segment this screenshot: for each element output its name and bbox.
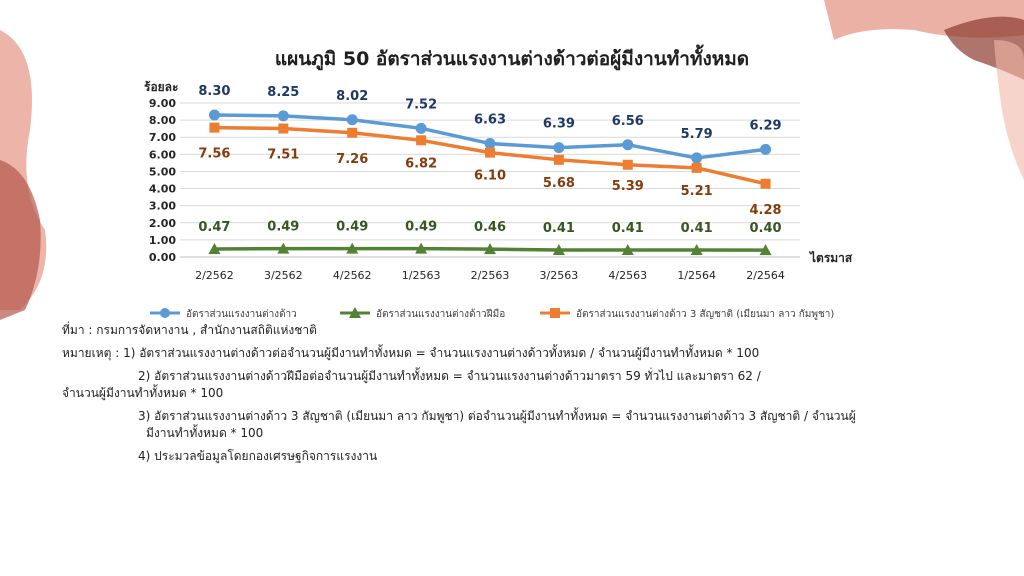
data-label: 0.46 <box>474 220 506 235</box>
data-label: 7.56 <box>198 147 230 162</box>
data-label: 6.10 <box>474 169 506 184</box>
data-point-triangle <box>690 243 703 255</box>
data-point-triangle <box>208 242 221 254</box>
y-tick-label: 5.00 <box>149 165 176 178</box>
note-2: 2) อัตราส่วนแรงงานต่างด้าวฝีมือต่อจำนวนผ… <box>138 369 761 383</box>
y-tick-label: 7.00 <box>149 131 176 144</box>
data-point-square <box>209 122 220 133</box>
data-point-circle <box>691 152 703 164</box>
data-label: 5.68 <box>543 176 575 191</box>
data-point-triangle <box>552 243 565 255</box>
data-point-square <box>622 159 633 170</box>
data-point-triangle <box>346 242 359 254</box>
line-chart: 0.00 1.00 2.00 3.00 4.00 5.00 6.00 7.00 8.00 9.00… <box>144 80 853 320</box>
x-axis-label: ไตรมาส <box>808 250 853 265</box>
x-tick-label: 1/2563 <box>402 269 441 282</box>
data-label: 8.02 <box>336 89 368 104</box>
legend-label: อัตราส่วนแรงงานต่างด้าว 3 สัญชาติ (เมียน… <box>576 308 834 320</box>
data-label: 0.49 <box>267 220 299 235</box>
data-label: 5.21 <box>681 184 713 199</box>
data-point-triangle <box>621 243 634 255</box>
data-point-triangle <box>759 244 772 256</box>
data-point-triangle <box>415 242 428 254</box>
x-tick-label: 3/2562 <box>264 269 303 282</box>
data-point-circle <box>622 139 634 151</box>
legend-marker <box>550 308 560 318</box>
note-4: 4) ประมวลข้อมูลโดยกองเศรษฐกิจการแรงงาน <box>138 449 378 463</box>
chart-title: แผนภูมิ 50 อัตราส่วนแรงงานต่างด้าวต่อผู้… <box>274 48 750 70</box>
data-label: 5.79 <box>681 127 713 142</box>
data-point-circle <box>553 142 565 154</box>
legend-marker <box>160 308 170 318</box>
data-label: 0.47 <box>198 220 230 235</box>
data-label: 5.39 <box>612 179 644 194</box>
data-label: 7.52 <box>405 97 437 112</box>
note-2-continued: จำนวนผู้มีงานทำทั้งหมด * 100 <box>62 386 224 400</box>
x-tick-label: 4/2562 <box>333 269 372 282</box>
y-tick-label: 6.00 <box>149 148 176 161</box>
data-label: 6.63 <box>474 113 506 128</box>
data-label: 8.30 <box>198 84 230 99</box>
legend-marker <box>349 307 361 318</box>
note-3-continued: มีงานทำทั้งหมด * 100 <box>146 426 264 440</box>
data-point-square <box>485 147 495 158</box>
legend-label: อัตราส่วนแรงงานต่างด้าว <box>186 308 297 320</box>
data-point-circle <box>277 110 289 122</box>
x-tick-label: 2/2563 <box>471 269 510 282</box>
data-label: 0.41 <box>612 221 644 236</box>
data-point-triangle <box>484 243 496 255</box>
y-tick-label: 1.00 <box>149 234 176 247</box>
legend-label: อัตราส่วนแรงงานต่างด้าวฝีมือ <box>376 308 505 320</box>
data-point-circle <box>208 109 220 121</box>
source-note: ที่มา : กรมการจัดหางาน , สำนักงานสถิติแห… <box>62 323 317 337</box>
data-label: 6.56 <box>612 114 644 129</box>
data-point-circle <box>484 138 496 150</box>
data-point-square <box>760 178 771 189</box>
data-label: 4.28 <box>750 203 782 218</box>
y-tick-label: 0.00 <box>149 251 176 264</box>
data-point-square <box>691 162 702 173</box>
data-label: 8.25 <box>267 85 299 100</box>
x-tick-label: 2/2562 <box>195 269 234 282</box>
note-3: 3) อัตราส่วนแรงงานต่างด้าว 3 สัญชาติ (เม… <box>138 409 856 423</box>
data-point-square <box>553 154 564 165</box>
y-axis-label: ร้อยละ <box>144 80 178 94</box>
data-point-square <box>278 123 289 134</box>
x-tick-label: 1/2564 <box>677 269 716 282</box>
data-label: 7.51 <box>267 147 299 162</box>
data-label: 6.39 <box>543 117 575 132</box>
y-tick-label: 8.00 <box>149 114 176 127</box>
y-tick-label: 2.00 <box>149 217 176 230</box>
data-label: 0.49 <box>405 220 437 235</box>
x-tick-label: 2/2564 <box>746 269 785 282</box>
data-label: 0.41 <box>543 221 575 236</box>
notes-block: ที่มา : กรมการจัดหางาน , สำนักงานสถิติแห… <box>62 322 962 471</box>
y-tick-label: 9.00 <box>149 97 176 110</box>
data-label: 6.82 <box>405 156 437 171</box>
data-point-triangle <box>277 242 290 254</box>
data-point-square <box>347 127 358 138</box>
data-point-circle <box>415 122 427 134</box>
data-point-circle <box>346 114 358 126</box>
data-label: 0.41 <box>681 221 713 236</box>
data-point-square <box>416 135 427 146</box>
x-tick-label: 4/2563 <box>608 269 647 282</box>
data-label: 0.40 <box>750 221 782 236</box>
data-point-circle <box>760 143 772 155</box>
data-label: 7.26 <box>336 152 368 167</box>
data-label: 6.29 <box>750 118 782 133</box>
x-tick-label: 3/2563 <box>540 269 579 282</box>
y-tick-label: 3.00 <box>149 200 176 213</box>
y-tick-label: 4.00 <box>149 183 176 196</box>
data-label: 0.49 <box>336 220 368 235</box>
note-1: หมายเหตุ : 1) อัตราส่วนแรงงานต่างด้าวต่อ… <box>62 346 760 360</box>
